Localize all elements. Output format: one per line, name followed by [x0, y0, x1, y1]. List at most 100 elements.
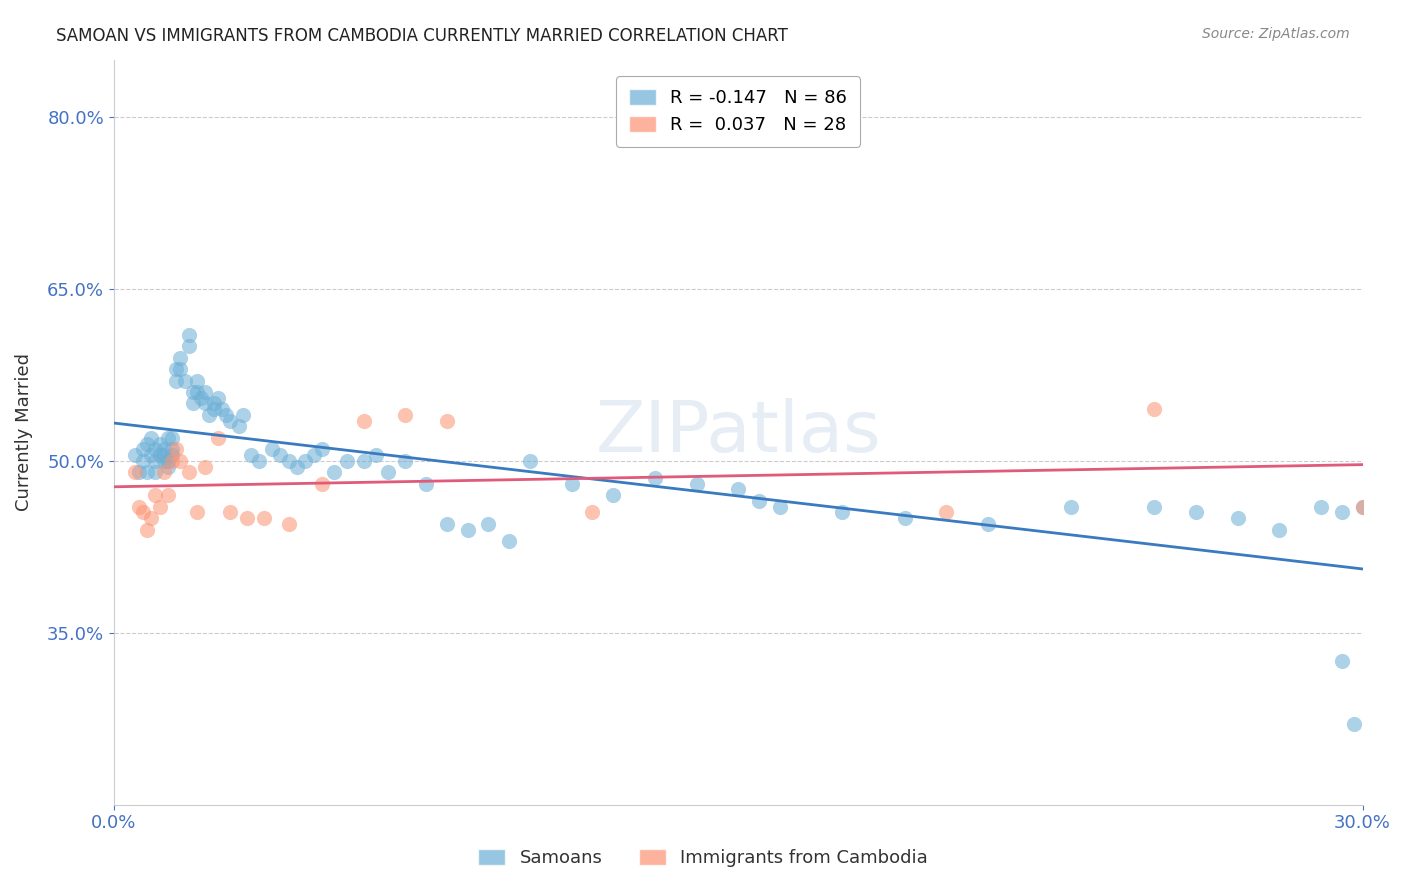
Point [148, 500, 170, 514]
Point [323, 465, 346, 479]
Point [165, 374, 187, 388]
Point [198, 408, 221, 422]
Point [977, 516, 1000, 531]
Point [1330, 654, 1353, 668]
Point [602, 488, 624, 502]
Point [136, 465, 159, 479]
Point [156, 459, 179, 474]
Point [457, 523, 479, 537]
Point [132, 442, 155, 457]
Point [1226, 511, 1249, 525]
Point [219, 414, 242, 428]
Point [277, 454, 299, 468]
Point [145, 442, 167, 457]
Point [228, 419, 250, 434]
Point [364, 448, 387, 462]
Point [156, 454, 179, 468]
Legend: Samoans, Immigrants from Cambodia: Samoans, Immigrants from Cambodia [471, 841, 935, 874]
Point [128, 500, 150, 514]
Point [277, 516, 299, 531]
Point [1351, 500, 1374, 514]
Point [160, 448, 183, 462]
Point [145, 465, 167, 479]
Legend: R = -0.147   N = 86, R =  0.037   N = 28: R = -0.147 N = 86, R = 0.037 N = 28 [616, 76, 860, 147]
Point [141, 448, 163, 462]
Point [415, 476, 437, 491]
Point [215, 408, 238, 422]
Point [211, 402, 233, 417]
Point [311, 476, 333, 491]
Point [141, 431, 163, 445]
Point [186, 384, 208, 399]
Text: SAMOAN VS IMMIGRANTS FROM CAMBODIA CURRENTLY MARRIED CORRELATION CHART: SAMOAN VS IMMIGRANTS FROM CAMBODIA CURRE… [56, 27, 789, 45]
Point [132, 505, 155, 519]
Point [186, 374, 208, 388]
Point [232, 408, 254, 422]
Point [336, 454, 359, 468]
Point [202, 396, 225, 410]
Point [581, 505, 603, 519]
Point [249, 454, 271, 468]
Point [190, 391, 212, 405]
Point [1143, 402, 1166, 417]
Point [561, 476, 583, 491]
Point [177, 327, 200, 342]
Point [260, 442, 283, 457]
Point [165, 362, 187, 376]
Point [285, 459, 308, 474]
Point [156, 431, 179, 445]
Point [302, 448, 325, 462]
Point [173, 374, 195, 388]
Point [145, 488, 167, 502]
Point [240, 448, 263, 462]
Point [519, 454, 541, 468]
Point [1143, 500, 1166, 514]
Point [128, 465, 150, 479]
Text: ZIPatlas: ZIPatlas [595, 398, 882, 467]
Point [194, 459, 217, 474]
Point [353, 454, 375, 468]
Point [169, 454, 191, 468]
Point [269, 448, 291, 462]
Point [165, 442, 187, 457]
Point [148, 448, 170, 462]
Point [394, 408, 416, 422]
Point [685, 476, 707, 491]
Point [152, 465, 174, 479]
Point [177, 339, 200, 353]
Point [1330, 505, 1353, 519]
Point [207, 431, 229, 445]
Point [124, 465, 146, 479]
Point [1309, 500, 1331, 514]
Point [394, 454, 416, 468]
Point [186, 505, 208, 519]
Point [831, 505, 853, 519]
Point [353, 414, 375, 428]
Point [141, 511, 163, 525]
Point [136, 436, 159, 450]
Text: Source: ZipAtlas.com: Source: ZipAtlas.com [1202, 27, 1350, 41]
Point [181, 396, 204, 410]
Point [202, 402, 225, 417]
Point [152, 454, 174, 468]
Point [160, 442, 183, 457]
Point [145, 454, 167, 468]
Point [124, 448, 146, 462]
Point [769, 500, 792, 514]
Point [377, 465, 399, 479]
Point [169, 362, 191, 376]
Point [1060, 500, 1083, 514]
Point [1185, 505, 1208, 519]
Point [177, 465, 200, 479]
Point [477, 516, 499, 531]
Point [160, 454, 183, 468]
Point [644, 471, 666, 485]
Point [169, 351, 191, 365]
Point [160, 431, 183, 445]
Y-axis label: Currently Married: Currently Married [15, 353, 32, 511]
Point [311, 442, 333, 457]
Point [194, 384, 217, 399]
Point [1343, 717, 1365, 731]
Point [194, 396, 217, 410]
Point [294, 454, 316, 468]
